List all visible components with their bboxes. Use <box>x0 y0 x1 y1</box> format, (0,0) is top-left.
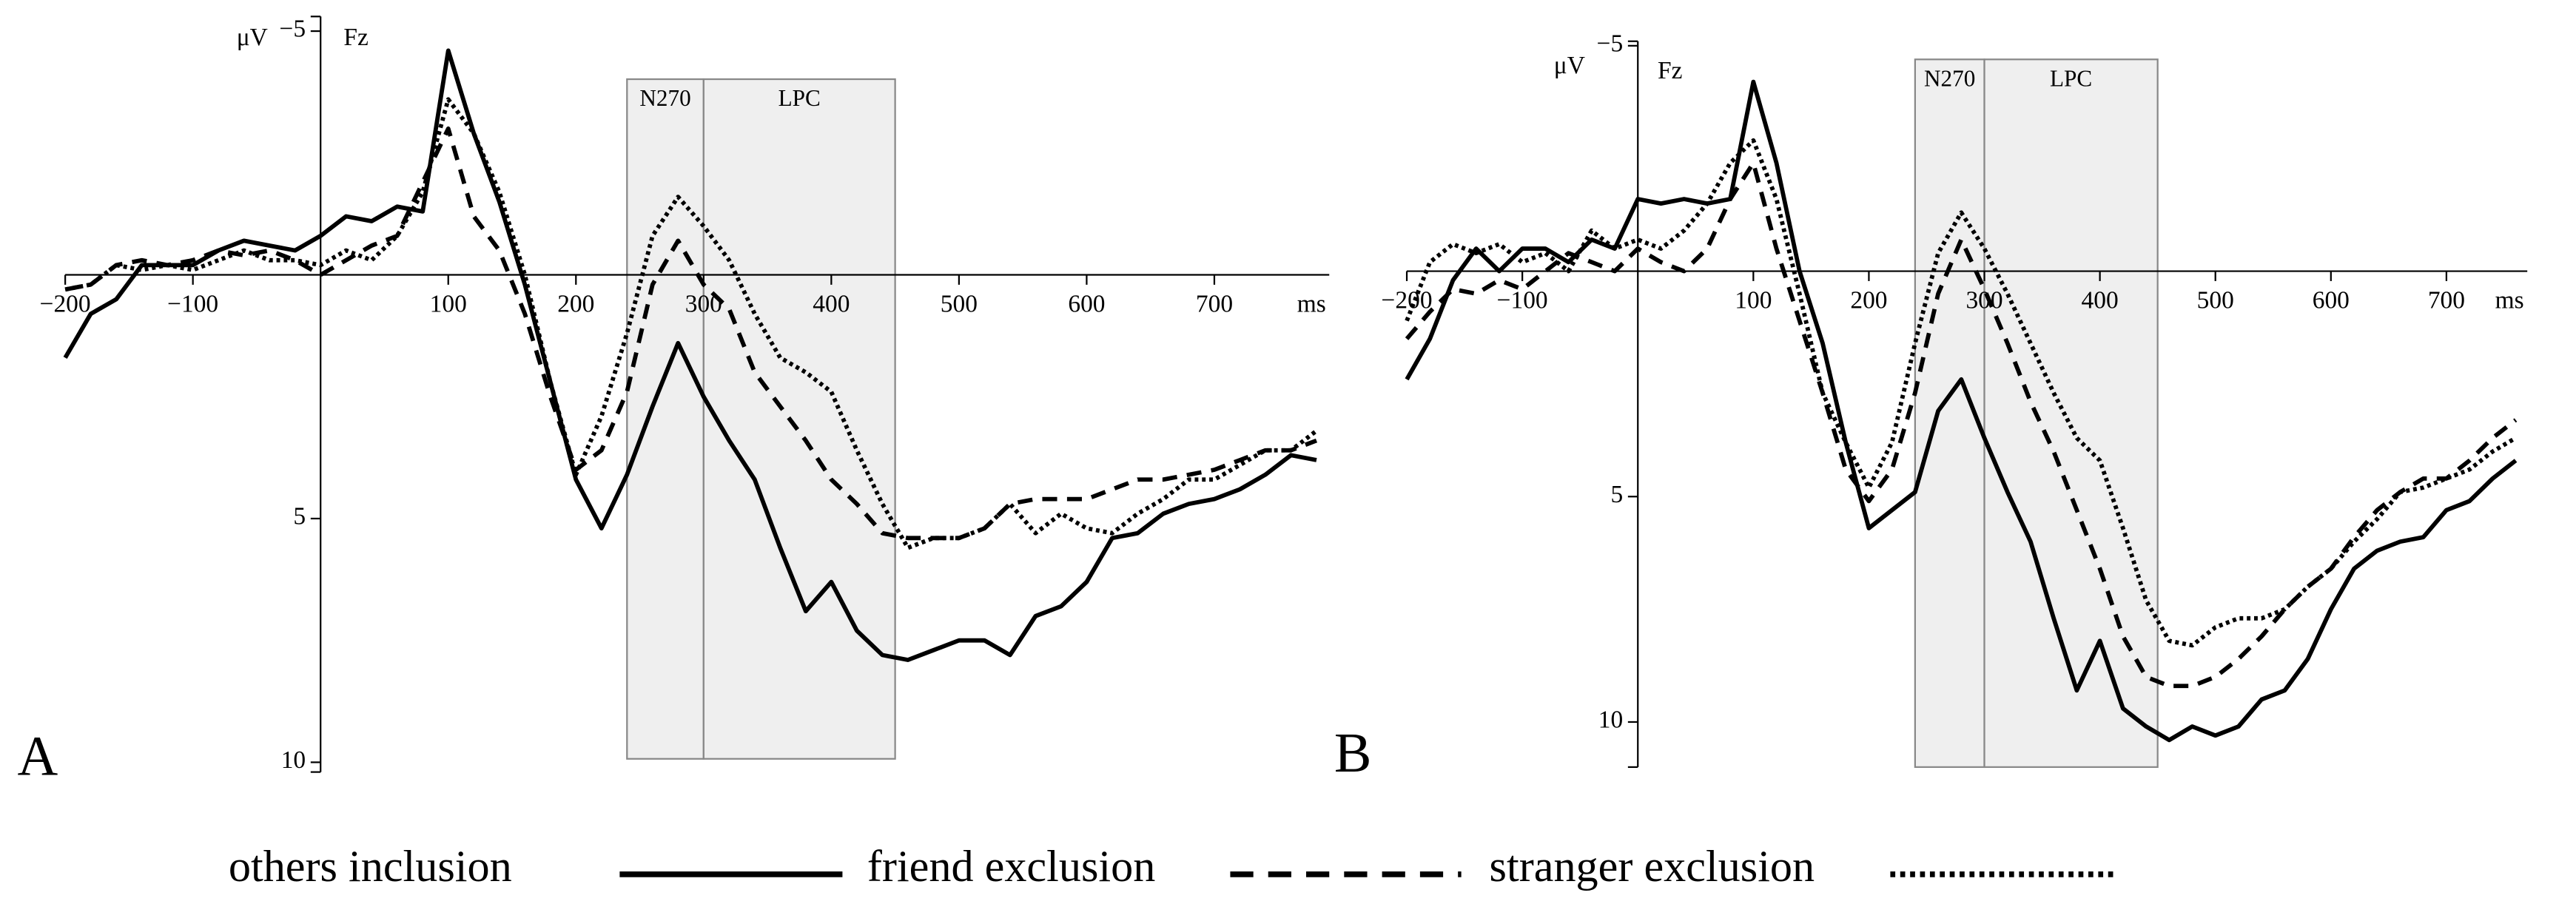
erp-line: friend exclusion <box>1405 161 2518 689</box>
x-tick-label: 700 <box>1196 291 1233 318</box>
y-tick-label: −5 <box>1597 30 1624 58</box>
erp-line: stranger exclusion <box>1405 138 2518 648</box>
legend-label: friend exclusion <box>867 842 1155 891</box>
y-tick-label: 10 <box>281 746 306 774</box>
y-unit: μV <box>1554 52 1585 79</box>
legend-label: others inclusion <box>229 842 512 891</box>
time-window-label: LPC <box>778 85 821 111</box>
panel-label: A <box>17 726 58 788</box>
time-window <box>1983 58 2159 769</box>
y-tick-label: −5 <box>280 16 306 43</box>
x-tick-label: 400 <box>2082 287 2119 314</box>
x-tick-label: 600 <box>2313 287 2350 314</box>
y-unit: μV <box>237 24 268 51</box>
y-tick-label: 5 <box>1610 481 1623 508</box>
erp-line <box>64 126 1318 541</box>
x-unit: ms <box>1297 291 1326 318</box>
x-tick-label: −100 <box>167 291 218 318</box>
x-tick-label: 500 <box>941 291 978 318</box>
y-tick-label: 10 <box>1598 706 1623 734</box>
panel-label: B <box>1334 722 1372 784</box>
erp-line <box>63 48 1317 662</box>
time-window <box>626 78 704 760</box>
x-tick-label: 200 <box>557 291 594 318</box>
time-window-label: N270 <box>1924 65 1975 91</box>
x-tick-label: 600 <box>1068 291 1105 318</box>
x-tick-label: 100 <box>430 291 467 318</box>
erp-line: others inclusion <box>1405 79 2518 743</box>
x-tick-label: 300 <box>1965 287 2002 314</box>
channel-label: Fz <box>1658 57 1682 84</box>
x-tick-label: −200 <box>1382 287 1433 314</box>
x-tick-label: −200 <box>40 291 91 318</box>
y-tick-label: 5 <box>293 503 306 530</box>
x-tick-label: 100 <box>1735 287 1772 314</box>
x-tick-label: 500 <box>2197 287 2234 314</box>
x-tick-label: 700 <box>2428 287 2465 314</box>
x-tick-label: −100 <box>1497 287 1548 314</box>
x-tick-label: 400 <box>813 291 850 318</box>
channel-label: Fz <box>343 24 368 51</box>
x-unit: ms <box>2495 287 2524 314</box>
x-tick-label: 200 <box>1850 287 1887 314</box>
time-window-label: N270 <box>639 85 690 111</box>
legend-label: stranger exclusion <box>1490 842 1815 891</box>
time-window <box>702 78 896 760</box>
time-window-label: LPC <box>2050 65 2092 91</box>
